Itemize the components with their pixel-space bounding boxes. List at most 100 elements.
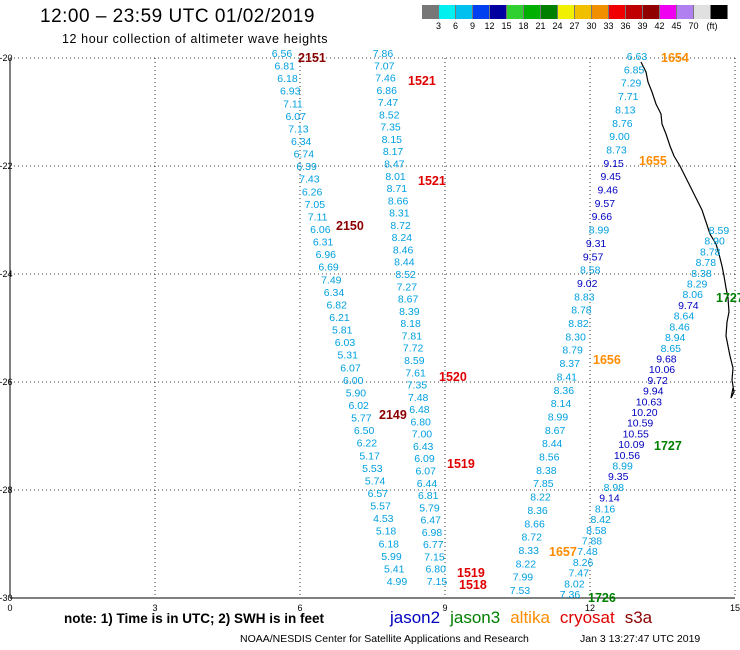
wave-height-value: 7.86 (373, 48, 394, 60)
wave-height-value: 8.44 (394, 257, 415, 269)
wave-height-value: 5.18 (376, 526, 397, 538)
wave-height-value: 6.96 (316, 249, 337, 261)
y-tick-label: -30 (0, 593, 13, 603)
y-tick-label: -26 (0, 377, 13, 387)
map-subtitle: 12 hour collection of altimeter wave hei… (62, 32, 329, 46)
scale-swatch-17 (711, 5, 728, 19)
wave-height-value: 7.43 (299, 174, 320, 186)
wave-height-value: 8.06 (682, 289, 703, 301)
wave-height-value: 8.18 (400, 318, 421, 330)
wave-height-value: 8.52 (379, 109, 400, 121)
wave-height-value: 7.72 (403, 343, 424, 355)
wave-height-value: 8.67 (545, 425, 566, 437)
wave-height-value: 9.66 (592, 211, 613, 223)
wave-height-value: 6.44 (417, 478, 438, 490)
wave-height-value: 7.11 (283, 98, 303, 110)
wave-height-value: 10.06 (649, 364, 675, 376)
scale-swatch-0 (422, 5, 439, 19)
wave-height-value: 8.22 (530, 492, 551, 504)
wave-height-value: 7.15 (427, 576, 448, 588)
wave-height-value: 8.64 (674, 311, 695, 323)
wave-height-value: 8.78 (700, 246, 721, 258)
wave-height-value: 6.18 (379, 538, 400, 550)
wave-height-value: 10.56 (614, 450, 640, 462)
wave-height-value: 8.26 (573, 557, 594, 569)
wave-height-value: 6.39 (296, 161, 317, 173)
wave-height-value: 6.07 (415, 465, 436, 477)
wave-height-value: 7.85 (533, 478, 554, 490)
wave-height-value: 8.71 (387, 183, 408, 195)
wave-height-value: 7.49 (321, 274, 342, 286)
wave-height-value: 8.44 (542, 438, 563, 450)
wave-height-value: 6.57 (368, 488, 389, 500)
pass-label: 1521 (418, 174, 446, 188)
y-tick-label: -20 (0, 53, 13, 63)
wave-height-value: 6.06 (310, 224, 331, 236)
wave-height-value: 7.71 (618, 91, 639, 103)
wave-height-value: 6.47 (421, 515, 442, 527)
pass-label: 1521 (408, 74, 436, 88)
wave-height-value: 8.42 (590, 514, 611, 526)
wave-height-value: 8.72 (390, 220, 411, 232)
wave-height-value: 8.16 (595, 503, 616, 515)
wave-height-value: 4.53 (373, 513, 394, 525)
scale-swatch-16 (694, 5, 711, 19)
scale-unit: (ft) (706, 21, 718, 31)
pass-label: 1654 (661, 51, 689, 65)
wave-height-value: 6.50 (354, 425, 375, 437)
wave-height-value: 8.14 (551, 398, 572, 410)
wave-height-value: 8.94 (665, 332, 686, 344)
wave-height-value: 5.17 (359, 450, 380, 462)
legend-altika: altika (510, 608, 550, 627)
wave-height-value: 8.99 (589, 225, 610, 237)
wave-height-value: 7.47 (378, 97, 399, 109)
y-tick-label: -22 (0, 161, 13, 171)
color-scale-labels: 3 6 9 12 15 18 21 24 27 30 33 36 39 42 45 70 (ft) (422, 19, 728, 31)
scale-swatch-14 (660, 5, 677, 19)
wave-height-value: 8.46 (669, 321, 690, 333)
wave-height-value: 8.65 (661, 343, 682, 355)
wave-height-value: 8.78 (696, 257, 717, 269)
pass-label: 1657 (549, 545, 577, 559)
scale-label: 45 (671, 21, 682, 31)
wave-height-value: 10.59 (627, 418, 653, 430)
wave-height-value: 7.07 (374, 60, 395, 72)
wave-height-value: 8.59 (404, 355, 425, 367)
track-3: 8.598.908.788.788.388.298.069.748.648.46… (560, 225, 730, 601)
wave-height-value: 7.15 (424, 551, 445, 563)
wave-height-value: 8.76 (612, 118, 633, 130)
wave-height-value: 8.15 (382, 134, 403, 146)
wave-height-value: 9.74 (678, 300, 699, 312)
x-tick-label: 0 (7, 603, 12, 613)
wave-height-value: 8.02 (564, 578, 585, 590)
track-0: 6.566.816.186.937.116.077.136.346.746.39… (272, 48, 408, 588)
wave-height-value: 8.31 (389, 208, 410, 220)
pass-label: 1727 (654, 439, 682, 453)
scale-swatch-8 (558, 5, 575, 19)
wave-height-value: 8.29 (687, 279, 708, 291)
scale-label: 33 (603, 21, 614, 31)
wave-height-value: 7.53 (510, 585, 531, 597)
wave-height-value: 8.79 (562, 345, 583, 357)
wave-height-value: 7.27 (397, 281, 418, 293)
wave-height-value: 6.43 (413, 441, 434, 453)
wave-height-value: 8.66 (388, 195, 409, 207)
pass-label: 2150 (336, 219, 364, 233)
axis-ticks: 0 3 6 9 12 15 -20 -22 -24 -26 -28 -30 (0, 53, 740, 613)
footnote: note: 1) Time is in UTC; 2) SWH is in fe… (64, 611, 325, 626)
wave-height-value: 8.38 (536, 465, 557, 477)
scale-swatch-3 (473, 5, 490, 19)
wave-height-value: 6.22 (357, 438, 378, 450)
y-tick-label: -24 (0, 269, 13, 279)
wave-height-color-scale: 3 6 9 12 15 18 21 24 27 30 33 36 39 42 45 70 (ft) (422, 5, 728, 31)
wave-height-value: 9.15 (603, 158, 624, 170)
wave-height-value: 8.59 (709, 225, 730, 237)
wave-height-value: 8.36 (527, 505, 548, 517)
wave-height-value: 6.81 (418, 490, 439, 502)
wave-height-tracks: 6.566.816.186.937.116.077.136.346.746.39… (272, 48, 730, 601)
wave-height-value: 9.45 (600, 171, 621, 183)
wave-height-value: 7.47 (569, 568, 590, 580)
wave-height-value: 6.00 (343, 375, 364, 387)
wave-height-value: 8.98 (604, 482, 625, 494)
x-tick-label: 15 (730, 603, 740, 613)
